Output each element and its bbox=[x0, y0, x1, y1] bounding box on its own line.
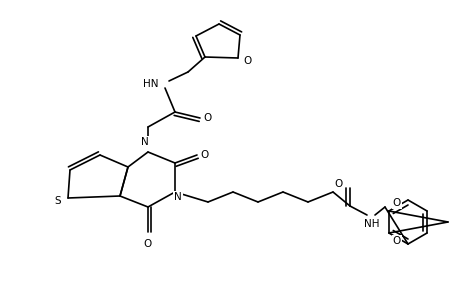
Text: O: O bbox=[243, 56, 252, 66]
Text: NH: NH bbox=[364, 219, 379, 229]
Text: O: O bbox=[201, 150, 209, 160]
Text: O: O bbox=[334, 179, 342, 189]
Text: HN: HN bbox=[143, 79, 158, 89]
Text: O: O bbox=[203, 113, 212, 123]
Text: O: O bbox=[392, 198, 400, 208]
Text: N: N bbox=[141, 137, 149, 147]
Text: N: N bbox=[174, 192, 181, 202]
Text: O: O bbox=[144, 239, 152, 249]
Text: O: O bbox=[392, 236, 400, 246]
Text: S: S bbox=[55, 196, 61, 206]
